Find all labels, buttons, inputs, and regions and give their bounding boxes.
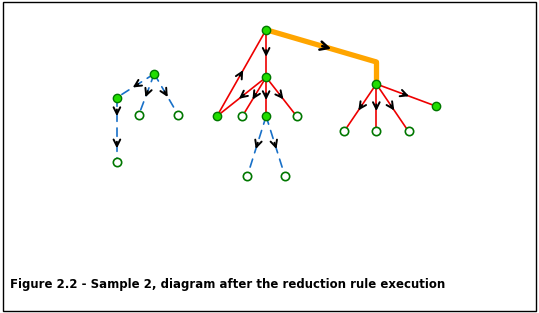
Text: Figure 2.2 - Sample 2, diagram after the reduction rule execution: Figure 2.2 - Sample 2, diagram after the… xyxy=(10,278,445,291)
